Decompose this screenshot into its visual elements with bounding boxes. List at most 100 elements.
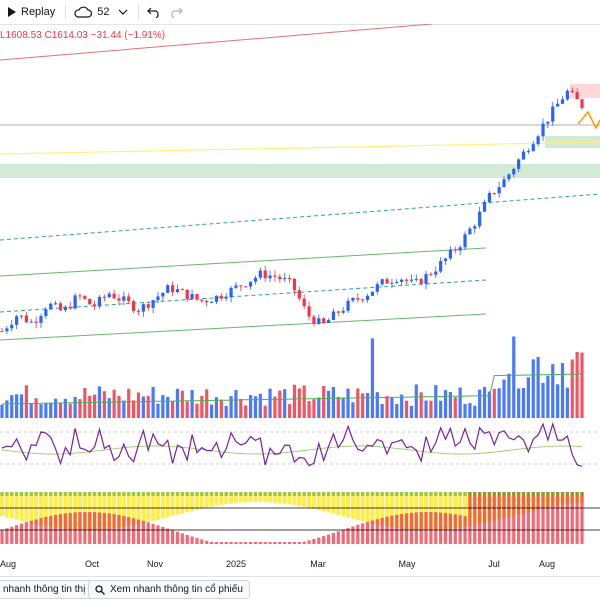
- candle-body: [156, 296, 160, 301]
- projection-arrow: [577, 110, 600, 130]
- undo-icon: [146, 7, 159, 18]
- volume-bar: [166, 396, 170, 418]
- volume-bar: [278, 390, 282, 418]
- candle-body: [487, 192, 491, 202]
- volume-bar: [502, 379, 506, 418]
- osc-green-bar: [375, 492, 379, 496]
- candle-body: [73, 295, 77, 309]
- osc-yellow-bar: [331, 492, 336, 514]
- candle-body: [331, 311, 336, 321]
- osc-green-bar: [336, 492, 340, 496]
- osc-yellow-bar: [443, 492, 448, 530]
- osc-green-bar: [556, 492, 560, 496]
- candle-body: [219, 295, 223, 299]
- osc-yellow-bar: [224, 492, 229, 505]
- stock-info-button[interactable]: Xem nhanh thông tin cổ phiếu: [88, 580, 250, 599]
- osc-green-bar: [68, 492, 72, 496]
- stock-info-label: Xem nhanh thông tin cổ phiếu: [110, 584, 243, 595]
- osc-yellow-bar: [48, 492, 53, 527]
- volume-bar: [409, 405, 414, 418]
- volume-bar: [209, 404, 214, 418]
- osc-red-bar: [575, 492, 579, 544]
- osc-red-bar: [361, 523, 365, 544]
- osc-red-bar: [580, 492, 584, 544]
- osc-yellow-bar: [433, 492, 438, 530]
- channel-line-top: [0, 247, 487, 277]
- toolbar-divider: [137, 4, 139, 20]
- volume-bar: [453, 397, 457, 418]
- candle-body: [97, 296, 102, 307]
- osc-red-bar: [107, 513, 111, 544]
- resistance-zone: [570, 84, 600, 98]
- osc-red-bar: [190, 536, 194, 544]
- osc-yellow-bar: [29, 492, 34, 524]
- candle-body: [209, 301, 214, 303]
- osc-green-bar: [380, 492, 384, 496]
- candle-body: [400, 279, 404, 282]
- candle-body: [351, 298, 355, 301]
- candle-body: [273, 275, 277, 277]
- volume-bar: [468, 403, 472, 418]
- candle-body: [34, 321, 38, 323]
- volume-bar: [24, 385, 28, 418]
- candle-body: [439, 261, 443, 272]
- candle-body: [526, 151, 530, 153]
- osc-yellow-bar: [287, 492, 292, 505]
- candle-body: [122, 296, 126, 301]
- osc-green-bar: [214, 492, 219, 496]
- osc-red-bar: [54, 514, 58, 544]
- rsi-line: [1, 421, 583, 467]
- alerts-button[interactable]: 52: [74, 6, 127, 18]
- osc-red-bar: [244, 542, 248, 544]
- volume-bar: [253, 396, 258, 418]
- osc-red-bar: [44, 516, 48, 544]
- volume-bar: [380, 403, 384, 418]
- osc-red-bar: [292, 542, 297, 544]
- candle-body: [414, 278, 418, 280]
- chart-area[interactable]: Aug Oct Nov 2025 Mar May Jul Aug: [0, 24, 600, 576]
- candle-body: [44, 309, 48, 317]
- candle-body: [390, 282, 394, 284]
- osc-red-bar: [58, 514, 63, 544]
- osc-yellow-bar: [336, 492, 341, 515]
- channel-dashed-upper: [0, 193, 600, 241]
- osc-yellow-bar: [385, 492, 390, 527]
- volume-bar: [580, 352, 584, 418]
- osc-green-bar: [317, 492, 321, 496]
- price-candles: [0, 87, 584, 334]
- undo-button[interactable]: [146, 6, 161, 18]
- osc-green-bar: [287, 492, 292, 496]
- osc-green-bar: [156, 492, 160, 496]
- osc-red-bar: [170, 530, 175, 544]
- osc-red-bar: [161, 526, 165, 544]
- volume-bar: [478, 389, 482, 418]
- candle-body: [88, 298, 92, 305]
- volume-bar: [307, 400, 311, 418]
- volume-bar: [375, 392, 379, 418]
- osc-green-bar: [219, 492, 223, 496]
- volume-bar: [224, 405, 228, 418]
- volume-bar: [302, 385, 306, 418]
- volume-bar: [487, 391, 491, 418]
- volume-bar: [565, 387, 569, 418]
- osc-red-bar: [517, 492, 521, 544]
- osc-green-bar: [190, 492, 194, 496]
- osc-green-bar: [0, 492, 4, 496]
- osc-green-bar: [370, 492, 375, 496]
- redo-button[interactable]: [169, 6, 183, 18]
- osc-yellow-bar: [282, 492, 287, 504]
- osc-red-bar: [112, 514, 116, 544]
- osc-red-bar: [263, 542, 267, 544]
- x-tick-label: May: [398, 559, 416, 569]
- candle-body: [560, 99, 565, 104]
- osc-yellow-bar: [209, 492, 214, 507]
- candle-body: [512, 168, 516, 175]
- volume-bar: [526, 377, 530, 418]
- osc-yellow-bar: [146, 492, 151, 522]
- osc-red-bar: [156, 525, 160, 544]
- volume-bar: [180, 390, 184, 418]
- osc-green-bar: [244, 492, 248, 496]
- replay-button[interactable]: Replay: [8, 6, 55, 18]
- volume-ma-line: [1, 373, 583, 405]
- candle-body: [292, 278, 297, 291]
